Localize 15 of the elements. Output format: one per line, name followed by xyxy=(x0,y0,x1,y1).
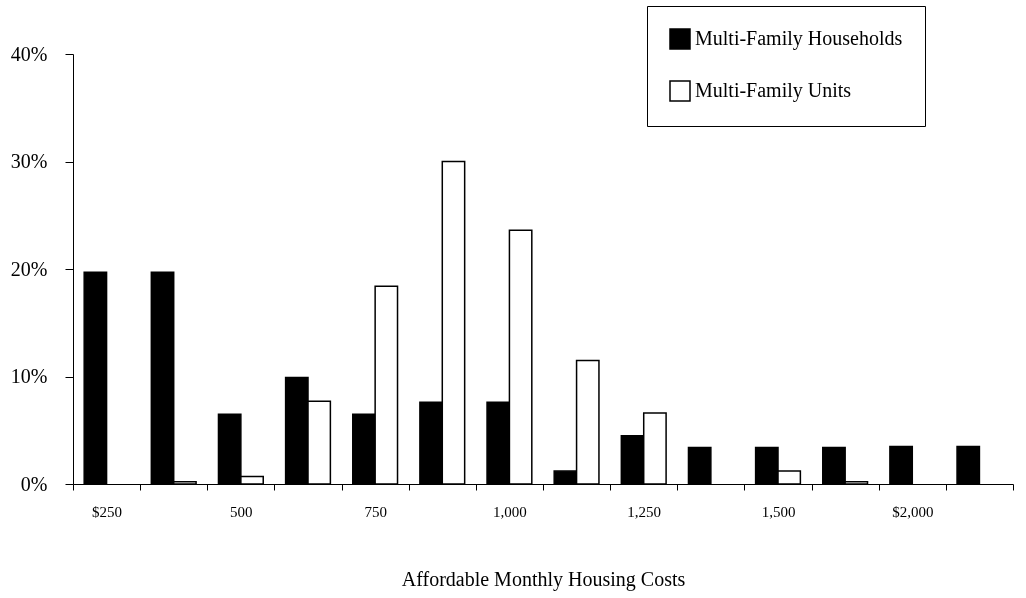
y-tick-label: 0% xyxy=(20,472,48,495)
x-tick-label: 1,000 xyxy=(493,503,527,520)
x-tick-label: 1,250 xyxy=(627,503,662,520)
y-tick-label: 20% xyxy=(10,257,48,280)
y-tick-label: 30% xyxy=(10,150,48,172)
legend-label: Multi-Family Units xyxy=(695,79,852,102)
x-axis-title: Affordable Monthly Housing Costs xyxy=(401,567,686,591)
y-tick-label: 10% xyxy=(10,365,48,387)
x-tick-label: $2,000 xyxy=(892,503,934,520)
legend-label: Multi-Family Households xyxy=(695,27,903,50)
x-tick-label: 750 xyxy=(364,503,387,520)
x-tick-label: 1,500 xyxy=(761,503,796,520)
y-tick-label: 40% xyxy=(10,42,48,65)
x-tick-label: $250 xyxy=(92,503,123,520)
x-tick-label: 500 xyxy=(230,503,253,520)
